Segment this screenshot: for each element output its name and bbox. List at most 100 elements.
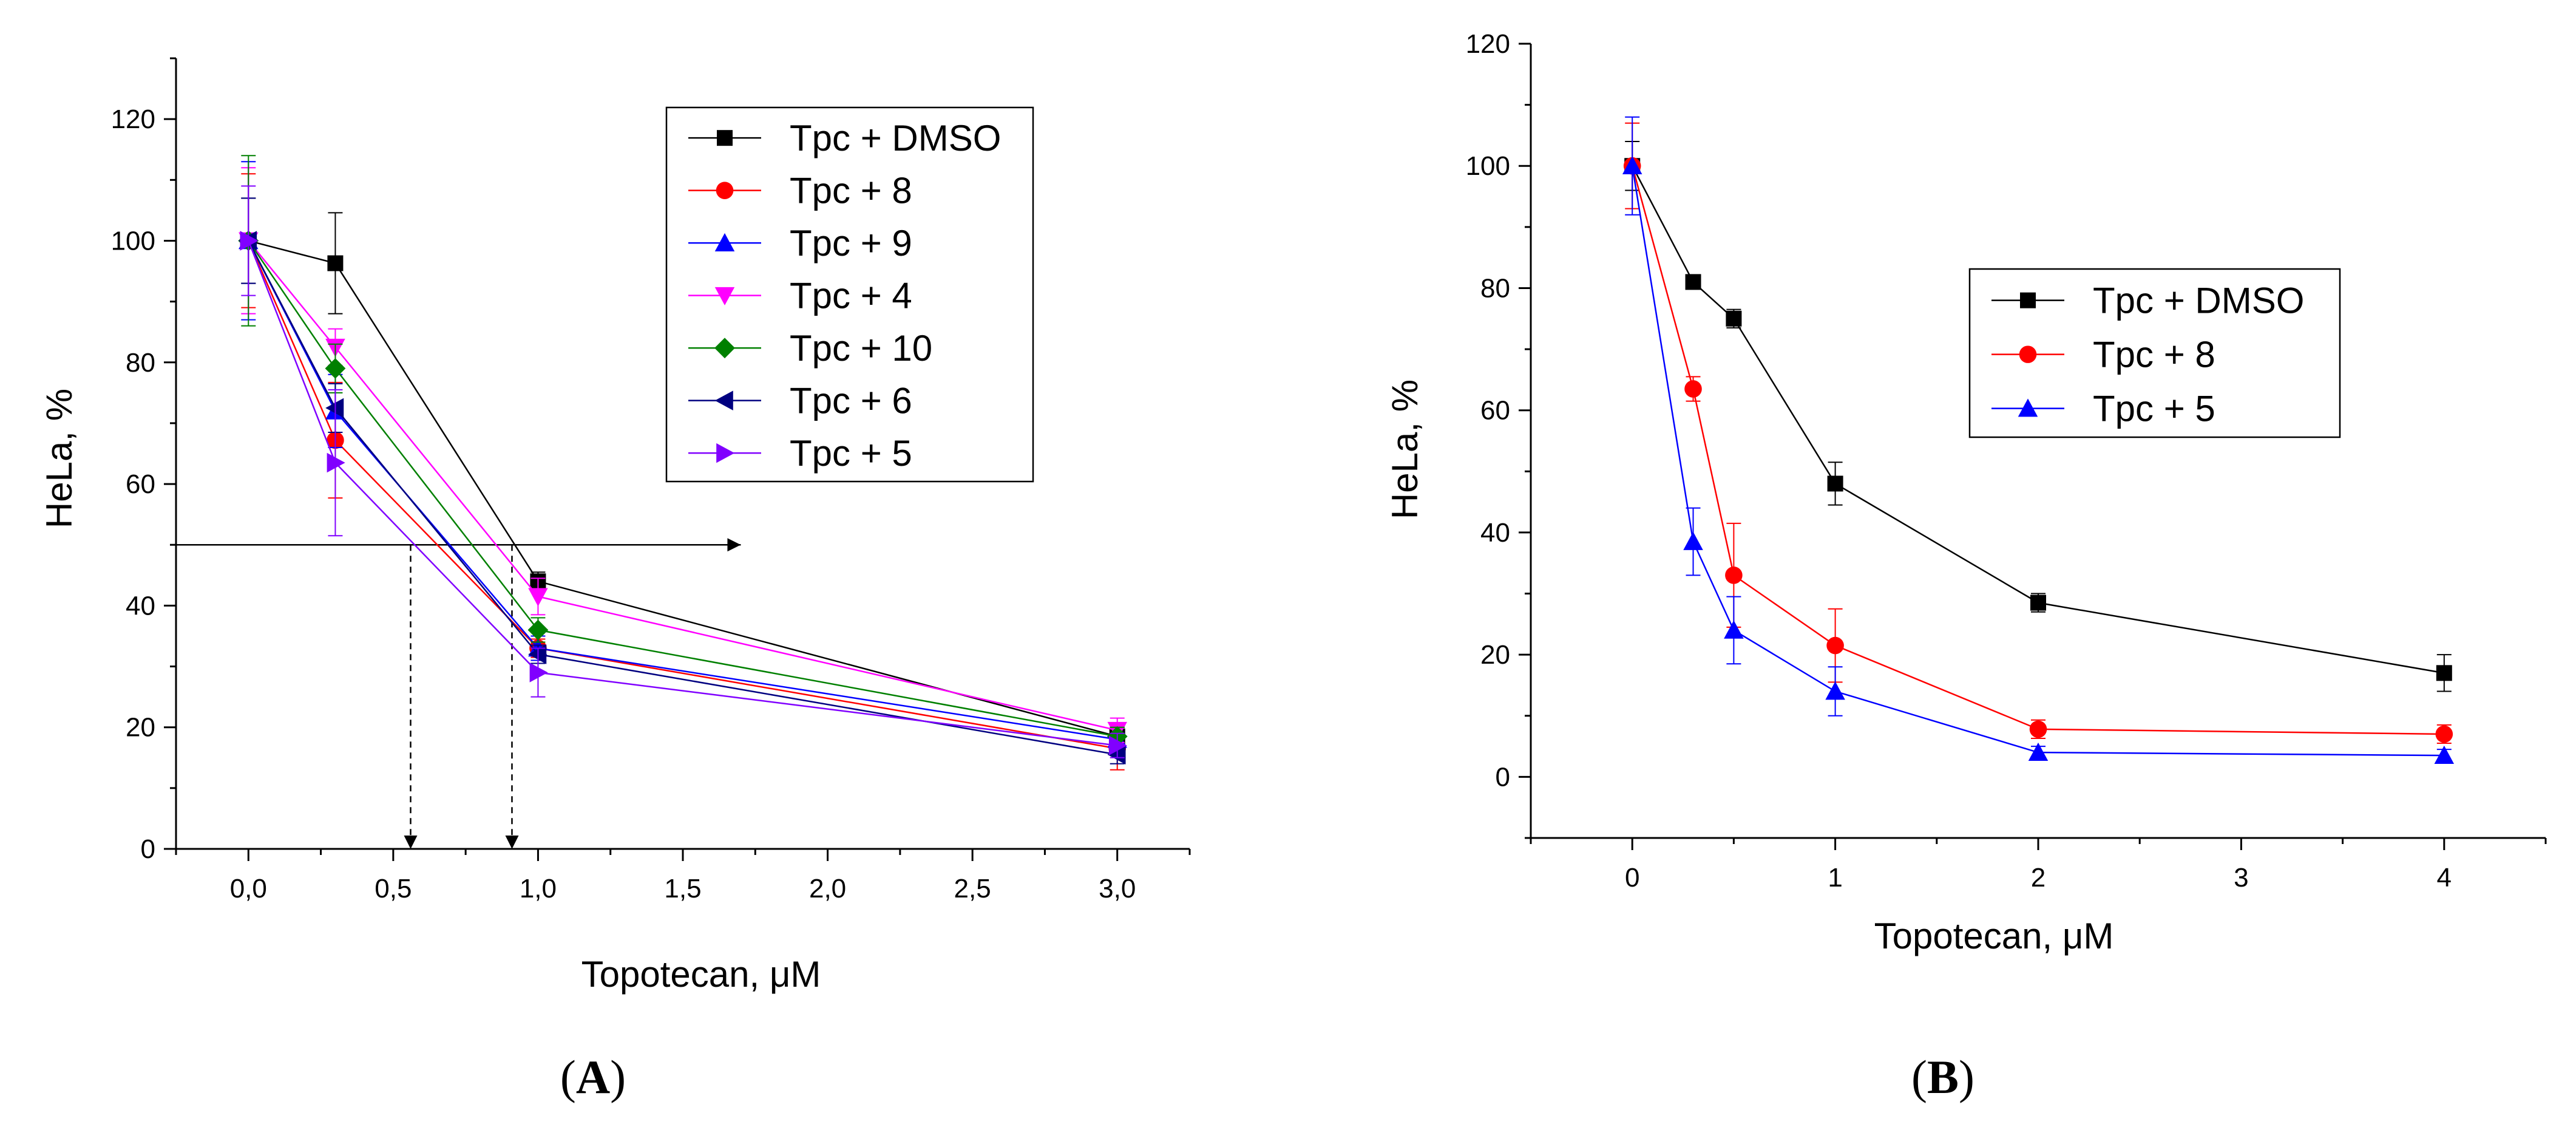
chart-b-y-axis-title: HeLa, % <box>1385 380 1425 519</box>
chart-a-data-point <box>327 452 345 473</box>
chart-a-legend-label: Tpc + 9 <box>790 223 912 264</box>
panel-label-b-close: ) <box>1959 1050 1974 1103</box>
chart-a-data-point <box>528 644 547 664</box>
chart-a-x-axis-title: Topotecan, μM <box>581 954 821 995</box>
chart-b-data-point <box>2435 725 2453 743</box>
chart-b-data-point <box>1622 155 1642 175</box>
chart-a-x-tick-label: 2,5 <box>954 874 991 904</box>
chart-a-data-point <box>325 398 344 418</box>
chart-a-legend-label: Tpc + 5 <box>790 433 912 474</box>
chart-b-legend-marker <box>2019 346 2037 363</box>
chart-a-x-tick-label: 3,0 <box>1099 874 1136 904</box>
chart-a-data-point <box>1108 735 1127 755</box>
chart-a-legend-entry: Tpc + 4 <box>688 276 912 316</box>
chart-a-annotations <box>176 538 741 849</box>
chart-a-legend-entry: Tpc + 9 <box>688 223 912 264</box>
chart-b-series <box>1622 116 2455 764</box>
chart-a-x-tick-label: 1,0 <box>520 874 557 904</box>
chart-a-y-tick-label: 100 <box>111 226 155 256</box>
chart-b-data-point <box>1725 567 1743 584</box>
chart-b-data-point <box>1684 380 1702 398</box>
chart-a-y-axis-title: HeLa, % <box>39 389 80 528</box>
chart-b-legend-entry: Tpc + DMSO <box>1991 281 2304 321</box>
chart-b-data-point <box>1826 636 1844 655</box>
chart-a-legend-marker <box>714 338 735 359</box>
panel-label-a-close: ) <box>610 1050 626 1103</box>
chart-a-y-tick-label: 20 <box>126 713 155 743</box>
chart-a-series-line <box>248 240 1117 737</box>
chart-a-series-6 <box>240 185 1127 758</box>
chart-b-y-tick-label: 60 <box>1480 396 1510 426</box>
chart-a-series-line <box>248 240 1118 737</box>
chart-a-y-tick-label: 0 <box>141 834 155 864</box>
chart-b-series-line <box>1631 166 2444 757</box>
chart-a-data-point <box>1107 744 1126 765</box>
chart-a-legend-label: Tpc + 8 <box>790 171 912 211</box>
chart-a-x-tick-label: 1,5 <box>664 874 701 904</box>
panel-label-b-open: ( <box>1911 1050 1927 1103</box>
chart-b-x-tick-label: 3 <box>2234 863 2248 893</box>
chart-a-data-point <box>240 231 259 251</box>
chart-a-y-tick-label: 60 <box>126 469 155 499</box>
chart-b-legend-entry: Tpc + 5 <box>1991 389 2215 429</box>
chart-b-legend-label: Tpc + 5 <box>2093 389 2215 429</box>
chart-a-data-point <box>529 662 548 683</box>
chart-b-x-axis-title: Topotecan, μM <box>1874 916 2114 956</box>
chart-a-y-tick-label: 120 <box>111 104 155 134</box>
chart-b-data-point <box>2436 665 2452 681</box>
chart-b-data-point <box>1726 310 1742 327</box>
chart-a-x-tick-label: 2,0 <box>809 874 846 904</box>
chart-a-legend-marker <box>717 130 733 146</box>
chart-a-axes: 0,0 0,5 1,0 1,5 2,0 2,5 3,0 0 20 40 60 80 100 120 <box>111 57 1191 904</box>
chart-a-legend-marker <box>714 287 735 305</box>
chart-a-series-line <box>248 240 1117 731</box>
chart-b-series-line <box>1631 165 2444 735</box>
chart-a-series-line <box>248 240 1117 755</box>
chart-a-legend-entry: Tpc + 6 <box>688 381 912 421</box>
chart-a-series-4 <box>238 155 1128 747</box>
chart-b-data-point <box>1683 531 1703 550</box>
chart-a-legend-label: Tpc + 10 <box>790 328 932 369</box>
chart-a-legend-marker <box>716 443 735 463</box>
chart-panel-a: 0,0 0,5 1,0 1,5 2,0 2,5 3,0 0 20 40 60 80 100 120 Tpc… <box>39 57 1191 995</box>
chart-b-data-point <box>2029 720 2047 738</box>
chart-a-y-tick-label: 80 <box>126 348 155 378</box>
chart-b-legend-entry: Tpc + 8 <box>1991 335 2215 375</box>
chart-b-legend-marker <box>2020 292 2036 308</box>
chart-b-x-tick-label: 4 <box>2437 863 2452 893</box>
chart-b-y-tick-label: 80 <box>1480 273 1510 303</box>
chart-a-series-line <box>248 240 1117 746</box>
chart-a-legend-marker <box>714 233 735 251</box>
chart-a-legend-entry: Tpc + DMSO <box>688 118 1001 158</box>
chart-a-data-point <box>527 619 549 641</box>
chart-b-legend-label: Tpc + DMSO <box>2093 281 2304 321</box>
chart-a-legend-entry: Tpc + 8 <box>688 171 912 211</box>
chart-b-data-point <box>1724 620 1744 639</box>
chart-b-x-tick-label: 2 <box>2031 863 2046 893</box>
chart-a-legend-marker <box>714 390 733 410</box>
chart-a-series-line <box>248 240 1117 749</box>
panel-label-a: (A) <box>560 1050 626 1103</box>
chart-b-data-point <box>1825 681 1845 700</box>
chart-a-series <box>238 155 1128 771</box>
panel-label-b-letter: B <box>1927 1050 1959 1103</box>
chart-b-x-tick-label: 1 <box>1828 863 1842 893</box>
chart-b-y-tick-label: 120 <box>1466 29 1510 59</box>
chart-b-series-2 <box>1622 116 2455 764</box>
chart-b-x-tick-label: 0 <box>1625 863 1639 893</box>
chart-a-legend-label: Tpc + DMSO <box>790 118 1001 158</box>
chart-b-data-point <box>2434 745 2455 764</box>
chart-b-legend-marker <box>2018 398 2038 417</box>
chart-b-series-line <box>1632 165 2445 674</box>
chart-a-x-tick-label: 0,0 <box>230 874 267 904</box>
chart-a-legend-entry: Tpc + 5 <box>688 433 912 474</box>
chart-b-y-tick-label: 20 <box>1480 640 1510 670</box>
chart-b-data-point <box>1827 475 1843 492</box>
chart-a-legend: Tpc + DMSO Tpc + 8 Tpc + 9 Tpc + 4 Tpc + 10 T… <box>665 106 1034 483</box>
chart-b-data-point <box>1685 274 1701 290</box>
chart-a-data-point <box>327 255 344 271</box>
chart-a-legend-label: Tpc + 4 <box>790 276 912 316</box>
